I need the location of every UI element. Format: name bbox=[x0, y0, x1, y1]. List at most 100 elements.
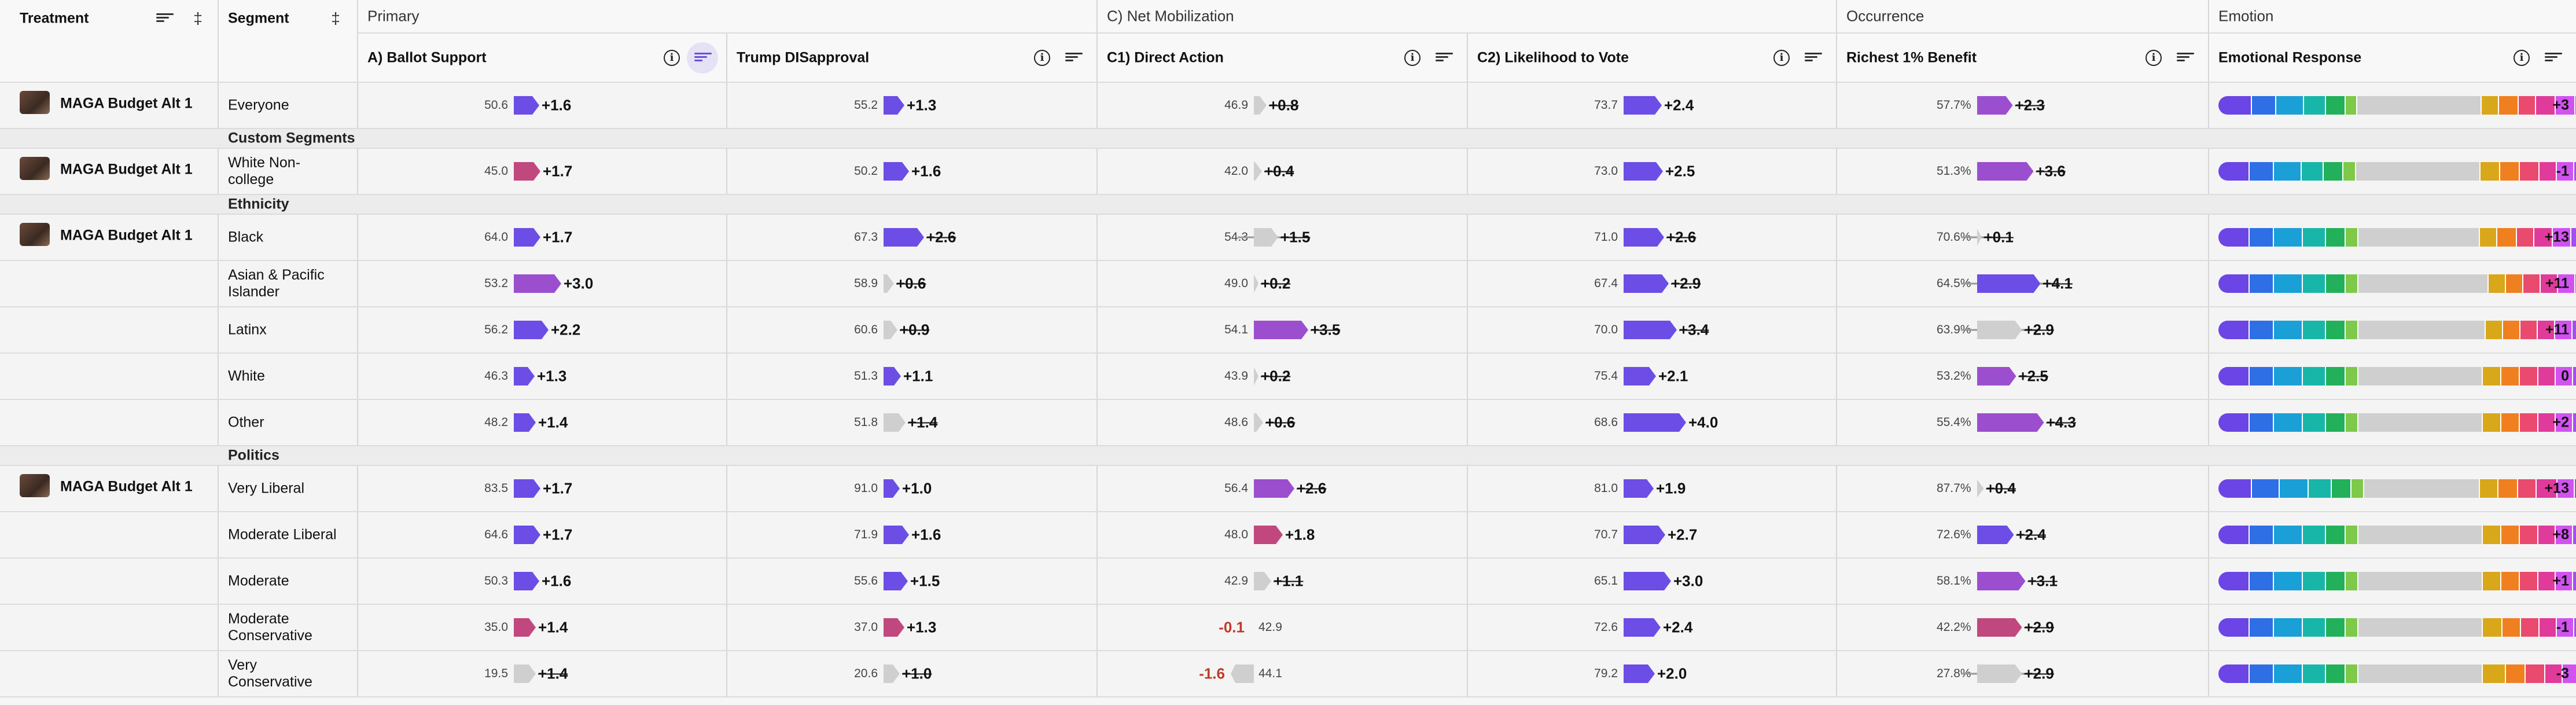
emotion-cell[interactable]: +2 bbox=[2208, 400, 2576, 445]
sort-icon[interactable] bbox=[1436, 51, 1453, 65]
column-header[interactable]: Emotional Response i bbox=[2208, 34, 2576, 82]
metric-cell[interactable]: 56.4 +2.6 bbox=[1096, 466, 1467, 511]
emotion-cell[interactable]: -1 bbox=[2208, 149, 2576, 194]
info-icon[interactable]: i bbox=[664, 49, 680, 66]
emotion-cell[interactable]: -1 bbox=[2208, 605, 2576, 650]
metric-cell[interactable]: 75.4 +2.1 bbox=[1467, 354, 1836, 399]
metric-cell[interactable]: 83.5 +1.7 bbox=[357, 466, 726, 511]
emotion-bar[interactable] bbox=[2218, 162, 2576, 181]
treatment-header[interactable]: Treatment ‡ bbox=[0, 0, 218, 82]
metric-cell[interactable]: 54.3 +1.5 bbox=[1096, 215, 1467, 260]
emotion-bar[interactable] bbox=[2218, 228, 2576, 247]
emotion-bar[interactable] bbox=[2218, 618, 2576, 637]
info-icon[interactable]: i bbox=[1034, 49, 1050, 66]
emotion-bar[interactable] bbox=[2218, 664, 2576, 683]
metric-cell[interactable]: 70.0 +3.4 bbox=[1467, 307, 1836, 352]
column-header[interactable]: C1) Direct Action i bbox=[1096, 34, 1467, 82]
sort-icon[interactable] bbox=[1065, 51, 1083, 65]
metric-cell[interactable]: 19.5 +1.4 bbox=[357, 651, 726, 696]
emotion-cell[interactable]: +8 bbox=[2208, 512, 2576, 557]
metric-cell[interactable]: 68.6 +4.0 bbox=[1467, 400, 1836, 445]
metric-cell[interactable]: 50.3 +1.6 bbox=[357, 559, 726, 604]
metric-cell[interactable]: 73.7 +2.4 bbox=[1467, 83, 1836, 128]
metric-cell[interactable]: 51.3 +1.1 bbox=[726, 354, 1096, 399]
column-header[interactable]: C2) Likelihood to Vote i bbox=[1467, 34, 1836, 82]
emotion-cell[interactable]: +11 bbox=[2208, 261, 2576, 306]
table-row[interactable]: Moderate Conservative 35.0 +1.4 37.0 +1.3 -0.… bbox=[0, 605, 2576, 651]
emotion-bar[interactable] bbox=[2218, 367, 2576, 385]
sort-icon[interactable] bbox=[2545, 51, 2562, 65]
metric-cell[interactable]: 20.6 +1.0 bbox=[726, 651, 1096, 696]
metric-cell[interactable]: 60.6 +0.9 bbox=[726, 307, 1096, 352]
metric-cell[interactable]: 67.3 +2.6 bbox=[726, 215, 1096, 260]
info-icon[interactable]: i bbox=[2514, 49, 2530, 66]
emotion-bar[interactable] bbox=[2218, 526, 2576, 544]
table-row[interactable]: White 46.3 +1.3 51.3 +1.1 43.9 +0.2 75.4 +2.1 53.… bbox=[0, 354, 2576, 400]
emotion-bar[interactable] bbox=[2218, 274, 2576, 293]
metric-cell[interactable]: 67.4 +2.9 bbox=[1467, 261, 1836, 306]
emotion-cell[interactable]: +1 bbox=[2208, 559, 2576, 604]
emotion-cell[interactable]: 0 bbox=[2208, 354, 2576, 399]
metric-cell[interactable]: 42.2% +2.9 bbox=[1836, 605, 2208, 650]
emotion-cell[interactable]: -3 bbox=[2208, 651, 2576, 696]
info-icon[interactable]: i bbox=[1773, 49, 1790, 66]
metric-cell[interactable]: 53.2 +3.0 bbox=[357, 261, 726, 306]
emotion-bar[interactable] bbox=[2218, 96, 2576, 115]
metric-cell[interactable]: 51.8 +1.4 bbox=[726, 400, 1096, 445]
metric-cell[interactable]: 58.1% +3.1 bbox=[1836, 559, 2208, 604]
table-row[interactable]: MAGA Budget Alt 1 Everyone 50.6 +1.6 55.2 +1.… bbox=[0, 83, 2576, 129]
metric-cell[interactable]: 71.0 +2.6 bbox=[1467, 215, 1836, 260]
metric-cell[interactable]: 87.7% +0.4 bbox=[1836, 466, 2208, 511]
emotion-bar[interactable] bbox=[2218, 479, 2576, 498]
metric-cell[interactable]: 42.9 +1.1 bbox=[1096, 559, 1467, 604]
table-row[interactable]: MAGA Budget Alt 1 Very Liberal 83.5 +1.7 91.… bbox=[0, 466, 2576, 512]
info-icon[interactable]: i bbox=[2146, 49, 2162, 66]
emotion-cell[interactable]: +13 bbox=[2208, 215, 2576, 260]
metric-cell[interactable]: 50.6 +1.6 bbox=[357, 83, 726, 128]
metric-cell[interactable]: 46.3 +1.3 bbox=[357, 354, 726, 399]
segment-header[interactable]: Segment ‡ bbox=[218, 0, 357, 82]
metric-cell[interactable]: 27.8% +2.9 bbox=[1836, 651, 2208, 696]
table-row[interactable]: MAGA Budget Alt 1 White Non-college 45.0 +1… bbox=[0, 149, 2576, 195]
metric-cell[interactable]: 71.9 +1.6 bbox=[726, 512, 1096, 557]
info-icon[interactable]: i bbox=[1404, 49, 1421, 66]
table-row[interactable]: Very Conservative 19.5 +1.4 20.6 +1.0 -1.6 44.… bbox=[0, 651, 2576, 697]
table-row[interactable]: Moderate 50.3 +1.6 55.6 +1.5 42.9 +1.1 65.1 +3.0… bbox=[0, 559, 2576, 605]
metric-cell[interactable]: 91.0 +1.0 bbox=[726, 466, 1096, 511]
metric-cell[interactable]: 63.9% +2.9 bbox=[1836, 307, 2208, 352]
column-header[interactable]: A) Ballot Support i bbox=[357, 34, 726, 82]
metric-cell[interactable]: 64.0 +1.7 bbox=[357, 215, 726, 260]
metric-cell[interactable]: 49.0 +0.2 bbox=[1096, 261, 1467, 306]
emotion-cell[interactable]: +11 bbox=[2208, 307, 2576, 352]
metric-cell[interactable]: 51.3% +3.6 bbox=[1836, 149, 2208, 194]
metric-cell[interactable]: 56.2 +2.2 bbox=[357, 307, 726, 352]
split-columns-icon[interactable]: ‡ bbox=[193, 9, 203, 27]
split-columns-icon[interactable]: ‡ bbox=[331, 9, 340, 27]
active-sort-button[interactable] bbox=[687, 42, 718, 74]
table-row[interactable]: Other 48.2 +1.4 51.8 +1.4 48.6 +0.6 68.6 +4.0 55.… bbox=[0, 400, 2576, 446]
metric-cell[interactable]: 70.7 +2.7 bbox=[1467, 512, 1836, 557]
metric-cell[interactable]: 72.6 +2.4 bbox=[1467, 605, 1836, 650]
table-row[interactable]: Moderate Liberal 64.6 +1.7 71.9 +1.6 48.0 +1.8… bbox=[0, 512, 2576, 559]
table-row[interactable]: Asian & Pacific Islander 53.2 +3.0 58.9 +0.6… bbox=[0, 261, 2576, 307]
metric-cell[interactable]: 64.5% +4.1 bbox=[1836, 261, 2208, 306]
metric-cell[interactable]: 48.2 +1.4 bbox=[357, 400, 726, 445]
metric-cell[interactable]: 72.6% +2.4 bbox=[1836, 512, 2208, 557]
metric-cell[interactable]: 37.0 +1.3 bbox=[726, 605, 1096, 650]
metric-cell[interactable]: 35.0 +1.4 bbox=[357, 605, 726, 650]
metric-cell[interactable]: 70.6% +0.1 bbox=[1836, 215, 2208, 260]
metric-cell[interactable]: 54.1 +3.5 bbox=[1096, 307, 1467, 352]
sort-icon[interactable] bbox=[1805, 51, 1822, 65]
emotion-cell[interactable]: +13 bbox=[2208, 466, 2576, 511]
metric-cell[interactable]: 55.4% +4.3 bbox=[1836, 400, 2208, 445]
metric-cell[interactable]: 48.6 +0.6 bbox=[1096, 400, 1467, 445]
metric-cell[interactable]: 64.6 +1.7 bbox=[357, 512, 726, 557]
metric-cell[interactable]: 57.7% +2.3 bbox=[1836, 83, 2208, 128]
sort-icon[interactable] bbox=[2177, 51, 2194, 65]
metric-cell[interactable]: 58.9 +0.6 bbox=[726, 261, 1096, 306]
table-row[interactable]: MAGA Budget Alt 1 Black 64.0 +1.7 67.3 +2.6 54… bbox=[0, 215, 2576, 261]
metric-cell[interactable]: 53.2% +2.5 bbox=[1836, 354, 2208, 399]
metric-cell[interactable]: 43.9 +0.2 bbox=[1096, 354, 1467, 399]
metric-cell[interactable]: 45.0 +1.7 bbox=[357, 149, 726, 194]
treatment-sort-icon[interactable] bbox=[156, 12, 174, 25]
